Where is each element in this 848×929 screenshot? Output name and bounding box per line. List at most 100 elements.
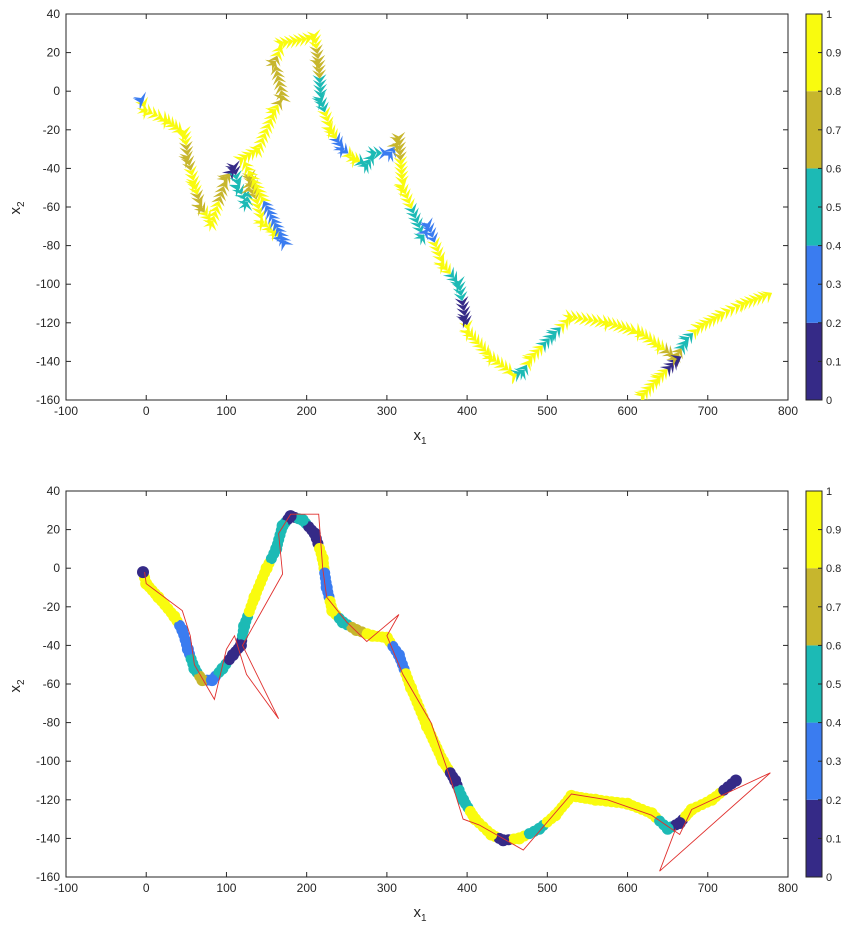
arrow-marker: [603, 315, 615, 329]
arrow-marker-point: [309, 59, 321, 72]
dot-marker-point: [188, 662, 201, 675]
colorbar-tick-label: 0.9: [826, 48, 841, 60]
arrow-marker: [226, 160, 240, 171]
arrow-marker: [204, 215, 219, 227]
arrow-marker: [273, 80, 288, 91]
dot-marker-point: [326, 604, 339, 617]
arrow-marker: [706, 315, 718, 328]
arrow-marker-point: [357, 161, 369, 175]
arrow-marker-point: [273, 94, 285, 107]
arrow-marker: [332, 139, 345, 151]
arrow-marker-point: [513, 368, 526, 381]
y-tick-label: -140: [36, 354, 60, 368]
colorbar-top: 0 0.1 0.2 0.3 0.4 0.5 0.6 0.7 0.8 0.9 1: [805, 9, 841, 407]
arrow-marker: [407, 212, 421, 224]
arrow-marker: [528, 348, 540, 361]
arrow-marker: [306, 29, 321, 40]
arrow-marker: [465, 329, 477, 342]
arrow-marker: [267, 213, 281, 225]
arrow-marker: [535, 341, 547, 354]
arrow-marker: [271, 70, 286, 81]
arrow-marker: [489, 353, 501, 365]
arrow-marker: [263, 205, 276, 217]
colorbar-tick-label: 0.5: [826, 679, 841, 691]
arrow-marker: [257, 127, 271, 139]
arrow-marker-point: [333, 146, 345, 159]
dot-marker-point: [589, 793, 602, 806]
arrow-marker: [267, 104, 280, 116]
arrow-marker: [394, 175, 409, 185]
arrow-marker: [256, 191, 270, 204]
arrow-marker: [206, 210, 220, 222]
arrow-marker: [640, 385, 652, 398]
y-tick-label: -20: [43, 600, 61, 614]
y-tick-label: -80: [43, 239, 61, 253]
dot-marker-point: [296, 514, 309, 526]
y-axis-label-top: x2: [7, 201, 27, 215]
arrow-marker: [397, 188, 411, 200]
colorbar-segment: [806, 245, 822, 323]
arrow-marker: [432, 251, 446, 262]
x-tick-label: 400: [457, 881, 477, 895]
arrow-marker: [252, 212, 265, 224]
arrow-marker: [245, 184, 260, 195]
arrow-marker: [163, 115, 176, 128]
arrow-marker: [297, 33, 308, 47]
arrow-marker: [645, 333, 658, 346]
arrow-marker: [621, 320, 633, 335]
dot-marker-point: [176, 624, 189, 636]
arrow-marker: [251, 142, 265, 154]
colorbar-tick-label: 0.9: [826, 525, 841, 537]
dot-marker-point: [336, 616, 349, 629]
arrow-marker: [256, 215, 269, 227]
arrow-marker: [229, 174, 243, 185]
x-axis-label-bottom: x1: [413, 904, 427, 924]
arrow-marker: [673, 344, 686, 356]
x-tick-label: 300: [377, 404, 397, 418]
arrow-marker: [278, 235, 292, 247]
colorbar-tick-label: 0.2: [826, 318, 841, 330]
arrow-marker: [146, 105, 159, 119]
arrow-marker: [568, 309, 579, 324]
arrow-marker: [452, 285, 467, 297]
arrow-marker-point: [666, 354, 678, 368]
arrow-marker: [378, 146, 388, 160]
y-ticks-bottom: 40 20 0 -20 -40 -60 -80 -100 -120 -140 -160: [36, 484, 788, 884]
x-tick-label: 800: [778, 881, 798, 895]
x-tick-label: 700: [698, 881, 718, 895]
arrow-marker: [421, 222, 435, 233]
x-tick-label: 700: [698, 404, 718, 418]
arrow-marker-point: [678, 335, 690, 348]
arrow-marker: [524, 352, 537, 364]
arrow-marker: [276, 231, 290, 243]
arrow-marker: [531, 345, 543, 357]
colorbar-tick-label: 0.8: [826, 86, 841, 98]
arrow-marker: [656, 369, 668, 381]
arrow-marker-point: [433, 262, 445, 275]
arrow-marker: [254, 187, 268, 199]
arrow-marker: [392, 151, 407, 161]
arrow-marker: [318, 111, 332, 122]
dot-marker-point: [152, 591, 165, 604]
arrow-marker: [685, 329, 698, 341]
arrow-marker: [178, 140, 193, 151]
arrow-marker: [428, 241, 442, 253]
colorbar-segment: [806, 322, 822, 400]
dot-marker-point: [168, 610, 181, 623]
y-tick-label: 0: [53, 561, 60, 575]
dot-marker-point: [137, 566, 149, 579]
arrow-marker-point: [714, 310, 726, 323]
arrow-marker: [653, 339, 666, 351]
arrow-marker: [308, 39, 323, 50]
arrow-marker: [261, 118, 275, 130]
arrow-marker: [430, 246, 444, 258]
x-tick-label: 500: [537, 404, 557, 418]
arrow-marker: [311, 54, 326, 65]
arrow-marker: [459, 319, 473, 330]
arrow-marker-point: [248, 146, 261, 159]
y-tick-label: 20: [47, 46, 61, 60]
arrow-marker-point: [630, 329, 642, 342]
y-tick-label: 40: [47, 7, 61, 21]
arrow-marker: [423, 226, 437, 238]
arrow-marker: [267, 55, 281, 67]
